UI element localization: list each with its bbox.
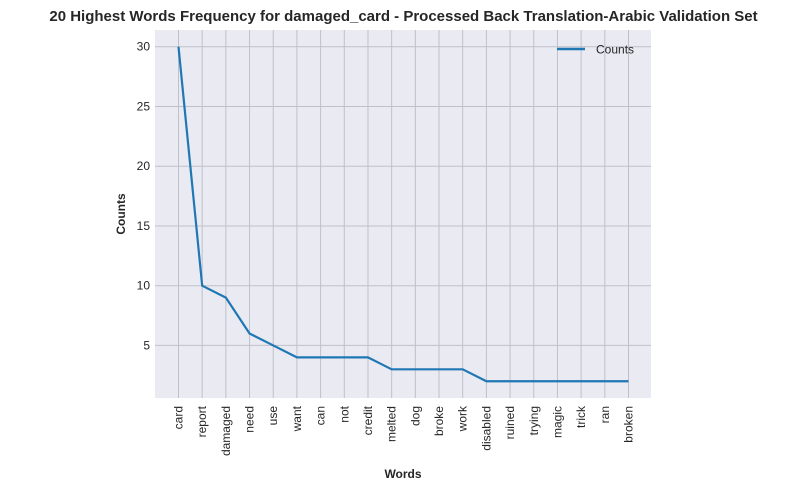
x-tick-label: use <box>266 406 280 426</box>
data-points <box>178 46 629 382</box>
x-tick-label: damaged <box>219 406 233 456</box>
plot-area <box>155 30 651 398</box>
x-tick-label: melted <box>385 406 399 442</box>
legend-label-counts: Counts <box>596 43 634 57</box>
x-tick-label: broken <box>622 406 636 443</box>
y-tick-label: 5 <box>143 338 150 352</box>
x-tick-label: report <box>195 405 209 437</box>
x-tick-label: not <box>337 405 351 422</box>
x-tick-label: ruined <box>503 406 517 439</box>
x-tick-label: need <box>243 406 257 433</box>
x-tick-label: work <box>456 405 470 432</box>
y-tick-label: 25 <box>137 99 151 113</box>
y-axis-label: Counts <box>114 193 128 235</box>
x-tick-label: magic <box>550 406 564 438</box>
x-tick-label: trick <box>574 405 588 428</box>
y-tick-label: 10 <box>137 279 151 293</box>
y-tick-label: 15 <box>137 219 151 233</box>
x-gridlines <box>178 30 629 398</box>
x-tick-label: dog <box>408 406 422 426</box>
x-tick-label: can <box>314 406 328 425</box>
x-tick-label: ran <box>598 406 612 423</box>
legend: Counts <box>557 43 634 57</box>
x-tick-label: broke <box>432 406 446 436</box>
x-tick-label: credit <box>361 405 375 435</box>
x-tick-label: disabled <box>479 406 493 451</box>
chart-title: 20 Highest Words Frequency for damaged_c… <box>49 8 758 25</box>
y-tick-label: 20 <box>137 159 151 173</box>
x-axis-label: Words <box>384 467 421 481</box>
y-tick-labels: 5 10 15 20 25 30 <box>137 40 151 353</box>
x-tick-labels: card report damaged need use want can not credit… <box>172 405 636 456</box>
x-tick-label: trying <box>527 406 541 435</box>
y-tick-label: 30 <box>137 40 151 54</box>
y-gridlines <box>155 46 651 346</box>
x-tick-label: card <box>172 406 186 429</box>
series-line-counts <box>177 46 629 383</box>
x-tick-label: want <box>290 405 304 432</box>
